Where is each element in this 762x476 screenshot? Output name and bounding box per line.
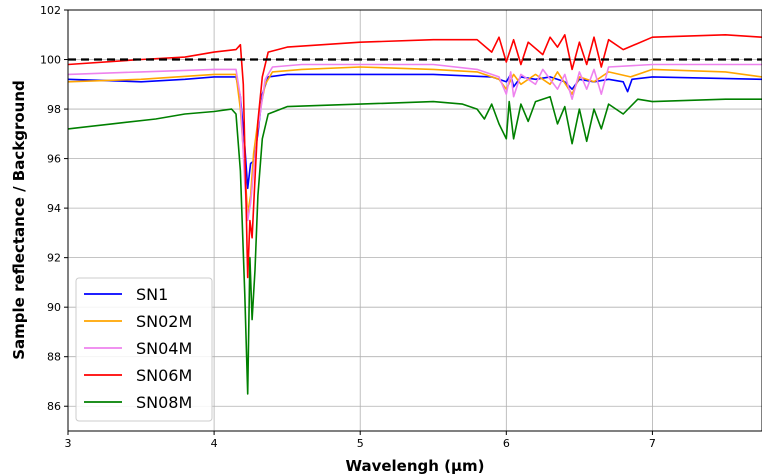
x-tick-label: 4 [211,437,218,450]
y-tick-label: 94 [47,202,61,215]
y-tick-label: 96 [47,153,61,166]
series-line-sn1 [68,73,762,190]
y-tick-label: 92 [47,252,61,265]
legend: SN1 SN02M SN04M SN06M SN08M [75,277,213,422]
series-line-sn08m [68,95,762,395]
x-axis-ticks: 3 4 5 6 7 [65,431,656,450]
series-line-sn02m [68,66,762,214]
y-axis-ticks: 86 88 90 92 94 96 98 100 102 [40,4,68,413]
x-tick-label: 6 [503,437,510,450]
y-tick-label: 98 [47,103,61,116]
series-line-sn04m [68,63,762,222]
legend-label: SN04M [136,339,192,358]
x-tick-label: 5 [357,437,364,450]
legend-box [75,277,213,422]
y-tick-label: 100 [40,54,61,67]
series-layer [68,33,762,395]
legend-label: SN02M [136,312,192,331]
plot-area [68,33,762,395]
y-tick-label: 102 [40,4,61,17]
y-tick-label: 88 [47,351,61,364]
y-tick-label: 86 [47,400,61,413]
legend-label: SN1 [136,285,168,304]
y-axis-title: Sample reflectance / Background [10,80,28,360]
x-axis-title: Wavelengh (µm) [345,457,484,475]
x-tick-label: 7 [649,437,656,450]
legend-label: SN08M [136,393,192,412]
plot-frame [67,9,762,432]
series-line-sn06m [68,33,762,279]
x-tick-label: 3 [65,437,72,450]
legend-label: SN06M [136,366,192,385]
y-tick-label: 90 [47,301,61,314]
